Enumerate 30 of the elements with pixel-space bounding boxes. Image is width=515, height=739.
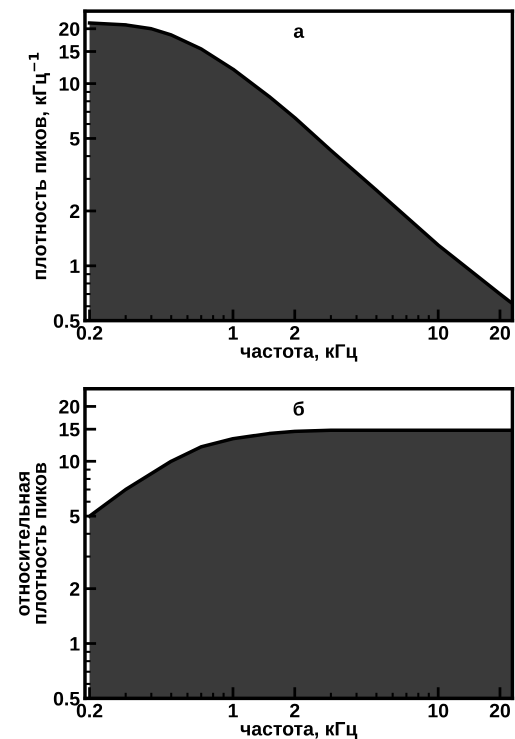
x-tick-label: 0.2: [76, 326, 102, 340]
y-tick-label: 15: [60, 45, 80, 59]
y-tick-label: 0.5: [54, 314, 80, 328]
x-tick-label: 10: [428, 704, 448, 718]
y-tick-label: 5: [70, 132, 80, 146]
x-tick-label: 10: [428, 326, 448, 340]
y-tick-label: 5: [70, 510, 80, 524]
x-tick-label: 1: [228, 326, 238, 340]
x-tick-label: 2: [290, 704, 300, 718]
y-tick-label: 0.5: [54, 692, 80, 706]
y-tick-label: 10: [60, 77, 80, 91]
x-axis-title: частота, кГц: [240, 344, 358, 362]
y-tick-label: 1: [70, 637, 80, 651]
y-axis-title: плотность пиков, кГц$^{−1}$: [28, 52, 50, 280]
x-tick-label: 2: [290, 326, 300, 340]
y-tick-label: 1: [70, 259, 80, 273]
x-tick-label: 20: [490, 326, 510, 340]
y-tick-label: 10: [60, 454, 80, 469]
y-tick-label: 2: [70, 582, 80, 596]
x-tick-label: 1: [228, 704, 238, 718]
y-tick-label: 20: [59, 400, 80, 414]
text: б: [294, 401, 304, 416]
x-tick-label: 0.2: [76, 704, 102, 718]
x-tick-label: 20: [490, 704, 510, 718]
y-axis-title: относительная плотность пиков: [19, 462, 46, 624]
text: а: [294, 27, 304, 38]
y-tick-label: 20: [59, 22, 80, 36]
x-axis-title: частота, кГц: [240, 722, 358, 739]
y-tick-label: 2: [70, 204, 80, 218]
y-tick-label: 15: [60, 422, 80, 436]
